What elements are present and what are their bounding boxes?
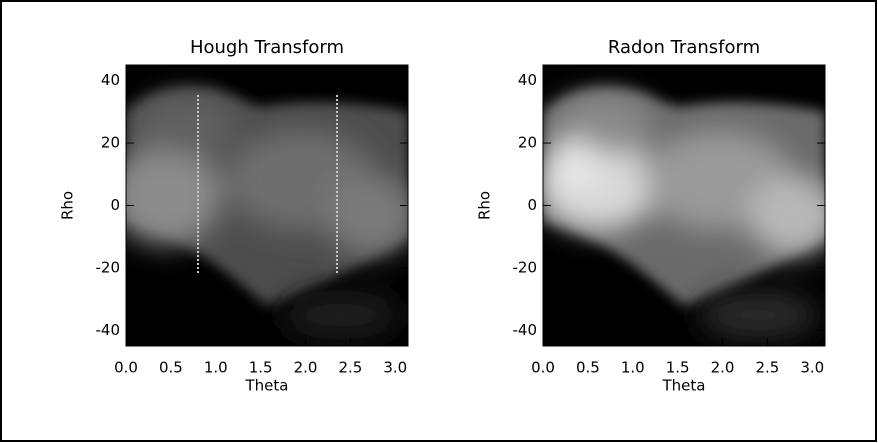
image-shading [126, 95, 408, 340]
chart-title: Radon Transform [608, 37, 760, 58]
image-blob [748, 175, 825, 255]
x-tick-label: 3.0 [800, 359, 824, 377]
x-tick-label: 2.0 [294, 359, 318, 377]
x-tick-label: 0.5 [159, 359, 183, 377]
x-tick-label: 2.5 [755, 359, 779, 377]
x-tick-label: 2.5 [338, 359, 362, 377]
y-tick-label: 0 [110, 196, 120, 214]
image-blob [136, 95, 236, 155]
plot: 0.0 0.5 1.0 1.5 2.0 2.5 3.0 -40 -20 0 20 40 Radon Tr… [476, 37, 826, 395]
y-tick-label: -40 [513, 321, 538, 339]
x-axis-label: Theta [662, 377, 706, 395]
image-blob [543, 140, 603, 190]
y-tick-label: -20 [96, 258, 121, 276]
y-tick-label: -40 [96, 321, 121, 339]
transform-image [543, 65, 825, 346]
x-tick-label: 1.5 [249, 359, 273, 377]
y-tick-label: 40 [518, 71, 537, 89]
chart-title: Hough Transform [190, 37, 344, 58]
x-tick-label: 2.0 [711, 359, 735, 377]
x-tick-label: 3.0 [383, 359, 407, 377]
x-tick-label: 0.5 [576, 359, 600, 377]
y-tick-label: 20 [518, 134, 537, 152]
image-blob [326, 175, 408, 255]
image-blob [126, 145, 221, 245]
y-tick-label: 0 [527, 196, 537, 214]
y-axis-label: Rho [59, 191, 77, 220]
image-blob [698, 290, 818, 340]
image-blob [553, 95, 653, 155]
image-shading [543, 95, 825, 340]
x-tick-label: 0.0 [531, 359, 555, 377]
plot: 0.0 0.5 1.0 1.5 2.0 2.5 3.0 -40 -20 0 20 40 Hough Tr… [59, 37, 409, 395]
x-tick-label: 1.0 [621, 359, 645, 377]
transform-image [126, 65, 408, 346]
x-tick-label: 1.0 [204, 359, 228, 377]
x-axis-label: Theta [245, 377, 289, 395]
x-tick-label: 0.0 [114, 359, 138, 377]
y-tick-label: 20 [101, 134, 120, 152]
y-axis-label: Rho [476, 191, 494, 220]
image-blob [281, 290, 401, 340]
y-tick-label: 40 [101, 71, 120, 89]
y-tick-label: -20 [513, 258, 538, 276]
x-tick-label: 1.5 [666, 359, 690, 377]
